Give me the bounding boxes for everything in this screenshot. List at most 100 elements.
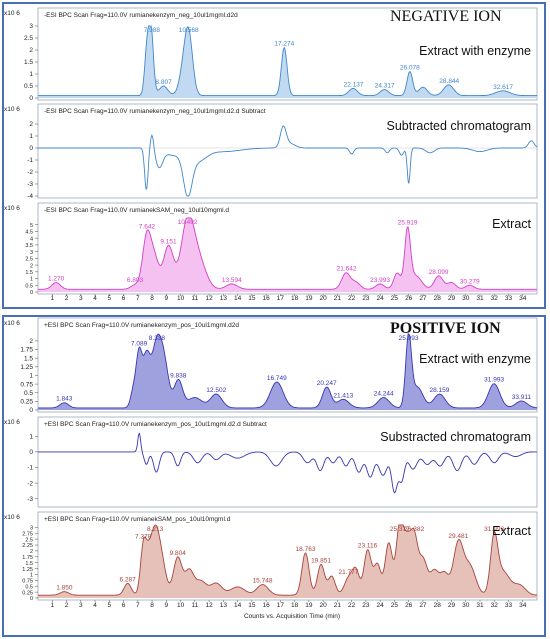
peak-label-0-2: 10.568 (179, 27, 199, 34)
x-tick-label-2-13: 14 (234, 295, 242, 302)
peak-label-3-2: 8.338 (149, 335, 166, 342)
peak-label-3-10: 28.159 (430, 387, 450, 394)
x-tick-label-2-28: 29 (448, 295, 456, 302)
peak-label-2-7: 23.993 (370, 277, 390, 284)
x-tick-label-5-11: 12 (205, 602, 213, 609)
y-tick-label-0-2: 1 (29, 71, 33, 78)
x-tick-label-5-10: 11 (191, 602, 198, 609)
y-tick-label-5-1: 0.25 (22, 590, 33, 596)
panel-header-4: +ESI BPC Scan Frag=110.0V rumianekenzym_… (44, 421, 267, 428)
y-tick-label-3-2: 0.5 (24, 390, 33, 397)
panel-header-1: -ESI BPC Scan Frag=110.0V rumianekenzym_… (44, 108, 266, 115)
x-tick-label-5-16: 17 (277, 602, 285, 609)
y-tick-label-2-4: 2 (30, 263, 33, 269)
y-exponent-1: x10 6 (4, 106, 20, 113)
y-exponent-4: x10 6 (4, 419, 20, 426)
y-tick-label-2-0: 0 (30, 290, 33, 296)
positive-ion-group (2, 315, 546, 637)
y-exponent-2: x10 6 (4, 205, 20, 212)
x-tick-label-2-8: 9 (165, 295, 169, 302)
y-tick-label-2-2: 1 (30, 277, 33, 283)
y-tick-label-3-7: 1.75 (20, 347, 33, 354)
trace-line-5 (38, 524, 538, 596)
y-tick-label-4-2: -1 (27, 465, 33, 472)
peak-label-3-7: 21.413 (333, 392, 353, 399)
x-tick-label-2-2: 3 (79, 295, 83, 302)
x-tick-label-5-9: 10 (177, 602, 185, 609)
y-tick-label-4-3: 0 (29, 449, 33, 456)
peak-label-0-5: 24.317 (375, 83, 395, 90)
trace-line-2 (38, 217, 537, 290)
x-tick-label-5-13: 14 (234, 602, 242, 609)
x-tick-label-2-31: 32 (491, 295, 499, 302)
peak-label-3-3: 9.838 (170, 372, 187, 379)
x-tick-label-2-11: 12 (205, 295, 213, 302)
peak-label-2-3: 9.151 (160, 238, 177, 245)
y-tick-label-2-9: 4.5 (25, 230, 33, 236)
y-tick-label-3-1: 0.25 (20, 399, 33, 406)
y-tick-label-1-1: -3 (27, 181, 33, 188)
x-tick-label-2-33: 34 (519, 295, 527, 302)
x-tick-label-5-23: 24 (377, 602, 385, 609)
y-tick-label-5-5: 1.25 (22, 567, 33, 573)
x-tick-label-5-28: 29 (448, 602, 456, 609)
peak-label-3-9: 25.993 (399, 335, 419, 342)
x-tick-label-2-30: 31 (476, 295, 484, 302)
panel-label-3: Extract with enzyme (419, 352, 531, 366)
peak-label-5-5: 15.748 (253, 578, 273, 585)
y-tick-label-1-3: -1 (27, 157, 33, 164)
y-tick-label-2-8: 4 (30, 236, 33, 242)
x-tick-label-5-7: 8 (150, 602, 154, 609)
peak-label-2-4: 10.492 (178, 219, 198, 226)
peak-label-3-5: 16.749 (267, 375, 287, 382)
peak-label-5-11: 26.382 (404, 526, 424, 533)
x-tick-label-5-5: 6 (122, 602, 126, 609)
x-tick-label-5-26: 27 (419, 602, 427, 609)
panel-frame-4 (37, 416, 538, 508)
y-tick-label-4-1: -2 (27, 480, 33, 487)
x-tick-label-2-4: 5 (107, 295, 111, 302)
peak-label-2-1: 6.803 (127, 277, 144, 284)
y-tick-label-2-1: 0.5 (25, 283, 33, 289)
y-tick-label-5-12: 3 (30, 526, 33, 532)
section-title-negative: NEGATIVE ION (390, 8, 502, 25)
y-tick-label-5-7: 1.75 (22, 555, 33, 561)
panel-frame-3 (37, 317, 538, 413)
trace-line-4 (38, 432, 537, 494)
y-tick-label-0-5: 2.5 (24, 35, 33, 42)
x-tick-label-5-4: 5 (107, 602, 111, 609)
y-tick-label-1-4: 0 (29, 145, 33, 152)
x-tick-label-2-3: 4 (93, 295, 97, 302)
x-tick-label-2-14: 15 (248, 295, 256, 302)
trace-fill-3 (38, 334, 537, 410)
x-tick-label-5-27: 28 (434, 602, 442, 609)
y-exponent-5: x10 6 (4, 514, 20, 521)
panel-frame-2 (37, 202, 538, 295)
peak-label-2-10: 30.279 (460, 278, 480, 285)
x-tick-label-5-8: 9 (165, 602, 169, 609)
peak-label-5-2: 7.378 (135, 534, 152, 541)
x-tick-label-2-23: 24 (377, 295, 385, 302)
y-tick-label-1-5: 1 (29, 133, 33, 140)
x-tick-label-2-16: 17 (277, 295, 285, 302)
x-tick-label-2-22: 23 (362, 295, 370, 302)
peak-label-5-8: 21.777 (339, 569, 359, 576)
peak-label-3-12: 33.911 (512, 394, 532, 401)
trace-line-0 (38, 25, 537, 97)
y-tick-label-0-1: 0.5 (24, 83, 33, 90)
peak-label-0-6: 26.078 (400, 65, 420, 72)
panel-label-0: Extract with enzyme (419, 44, 531, 58)
peak-label-3-6: 20.247 (317, 380, 337, 387)
negative-ion-group (2, 2, 546, 309)
y-tick-label-5-2: 0.5 (25, 584, 33, 590)
peak-label-5-10: 25.377 (390, 526, 410, 533)
panel-header-2: -ESI BPC Scan Frag=110.0V rumianekSAM_ne… (44, 207, 229, 214)
y-tick-label-4-0: -3 (27, 496, 33, 503)
panel-label-1: Subtracted chromatogram (386, 119, 531, 133)
y-tick-label-1-6: 2 (29, 121, 33, 128)
peak-label-0-1: 8.807 (155, 79, 172, 86)
y-exponent-3: x10 6 (4, 320, 20, 327)
peak-label-5-13: 31.993 (484, 526, 504, 533)
panel-frame-5 (37, 511, 538, 601)
